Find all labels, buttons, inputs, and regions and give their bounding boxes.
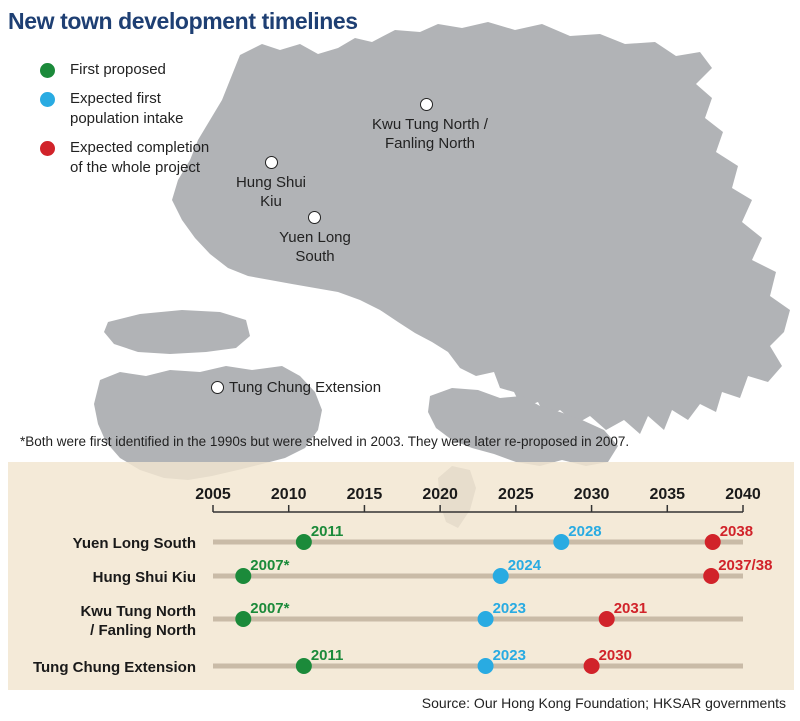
- footnote: *Both were first identified in the 1990s…: [20, 434, 630, 449]
- place-label-line: Kiu: [260, 193, 282, 210]
- axis-tick-label: 2005: [195, 486, 231, 503]
- timeline-marker-label: 2037/38: [718, 557, 772, 574]
- legend-item-first-proposed: First proposed: [40, 60, 210, 80]
- land-masses: [94, 22, 790, 528]
- timeline-marker-intake: [477, 658, 494, 674]
- timeline-marker-proposed: [295, 658, 312, 674]
- place-marker-yuen-long-south: [308, 211, 321, 224]
- place-marker-tung-chung-extension: [211, 381, 224, 394]
- timeline-marker-intake: [553, 534, 570, 550]
- timeline-marker-proposed: [235, 568, 252, 584]
- axis-tick-label: 2035: [649, 486, 685, 503]
- timeline-marker-label: 2028: [568, 523, 601, 540]
- legend-label: Expected completion of the whole project: [70, 139, 210, 176]
- place-label-line: Tung Chung Extension: [229, 379, 382, 396]
- timeline-marker-proposed: [295, 534, 312, 550]
- timeline-row-name: / Fanling North: [90, 622, 196, 639]
- place-label-kwu-tung-north: Kwu Tung North / Fanling North: [355, 115, 505, 153]
- timeline-marker-label: 2007*: [250, 600, 289, 617]
- place-label-line: Yuen Long: [279, 229, 351, 246]
- hong-kong-island: [428, 388, 618, 466]
- timeline-marker-label: 2030: [599, 647, 632, 664]
- timeline-row-name: Kwu Tung North: [80, 603, 196, 620]
- timeline-marker-completion: [583, 658, 600, 674]
- timeline-marker-label: 2031: [614, 600, 647, 617]
- map-title: New town development timelines: [8, 8, 358, 34]
- axis-tick-label: 2030: [574, 486, 610, 503]
- legend-item-completion: Expected completion of the whole project: [40, 138, 210, 178]
- place-marker-hung-shui-kiu: [265, 156, 278, 169]
- place-label-line: Fanling North: [384, 135, 476, 152]
- place-label-line: Kwu Tung North /: [372, 116, 488, 133]
- axis-tick-label: 2025: [498, 486, 534, 503]
- timeline-marker-label: 2023: [493, 600, 526, 617]
- timeline-marker-label: 2011: [311, 647, 344, 664]
- timeline-marker-label: 2023: [493, 647, 526, 664]
- place-marker-kwu-tung-north: [420, 98, 433, 111]
- green-dot-icon: [40, 63, 55, 78]
- place-label-line: Hung Shui: [235, 174, 307, 191]
- timeline-marker-completion: [704, 534, 721, 550]
- legend: First proposed Expected first population…: [40, 60, 210, 187]
- source-credit: Source: Our Hong Kong Foundation; HKSAR …: [421, 695, 786, 711]
- timeline-marker-label: 2024: [508, 557, 542, 574]
- legend-label: Expected first population intake: [70, 90, 184, 127]
- timeline-marker-completion: [598, 611, 615, 627]
- airport-island: [104, 310, 250, 354]
- timeline-marker-label: 2038: [720, 523, 753, 540]
- timeline-row-name: Tung Chung Extension: [33, 659, 196, 676]
- lantau-island: [94, 366, 322, 480]
- legend-label: First proposed: [70, 61, 166, 78]
- red-dot-icon: [40, 141, 55, 156]
- legend-item-population-intake: Expected first population intake: [40, 89, 210, 129]
- axis-tick-label: 2020: [422, 486, 458, 503]
- blue-dot-icon: [40, 92, 55, 107]
- axis-tick-label: 2010: [271, 486, 307, 503]
- timeline-row-name: Yuen Long South: [73, 535, 196, 552]
- axis-tick-label: 2015: [347, 486, 383, 503]
- timeline-marker-completion: [703, 568, 720, 584]
- timeline-marker-intake: [492, 568, 509, 584]
- new-territories-kowloon-landmass: [172, 22, 790, 434]
- timeline-marker-intake: [477, 611, 494, 627]
- timeline-marker-label: 2011: [311, 523, 344, 540]
- timeline-marker-label: 2007*: [250, 557, 289, 574]
- place-label-tung-chung-extension: Tung Chung Extension: [229, 378, 381, 397]
- axis-tick-label: 2040: [725, 486, 761, 503]
- place-label-yuen-long-south: Yuen Long South: [270, 228, 360, 266]
- timeline-marker-proposed: [235, 611, 252, 627]
- place-label-hung-shui-kiu: Hung Shui Kiu: [228, 173, 314, 211]
- timeline-row-name: Hung Shui Kiu: [93, 569, 196, 586]
- place-label-line: South: [295, 248, 335, 265]
